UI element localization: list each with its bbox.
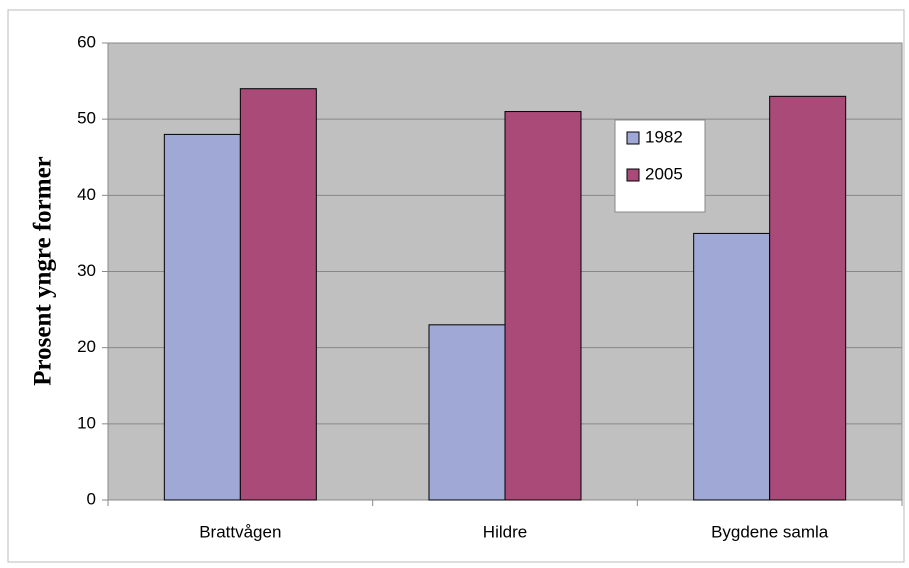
legend-label: 1982 xyxy=(645,127,683,146)
legend-swatch xyxy=(626,168,640,182)
legend-label: 2005 xyxy=(645,164,683,183)
bar xyxy=(428,324,506,501)
bar xyxy=(769,95,847,501)
y-tick-label: 10 xyxy=(77,413,96,432)
y-tick-label: 50 xyxy=(77,109,96,128)
x-tick-label: Bygdene samla xyxy=(711,522,829,541)
y-tick-label: 60 xyxy=(77,32,96,51)
y-tick-label: 0 xyxy=(87,489,96,508)
bar xyxy=(163,133,241,501)
bar xyxy=(504,111,582,501)
y-axis-label: Prosent yngre former xyxy=(30,156,57,386)
x-tick-label: Brattvågen xyxy=(199,522,281,541)
y-tick-label: 40 xyxy=(77,185,96,204)
bar xyxy=(693,232,771,501)
y-tick-label: 30 xyxy=(77,261,96,280)
bar xyxy=(239,88,317,501)
legend-swatch xyxy=(626,131,640,145)
y-tick-label: 20 xyxy=(77,337,96,356)
x-tick-label: Hildre xyxy=(483,522,527,541)
